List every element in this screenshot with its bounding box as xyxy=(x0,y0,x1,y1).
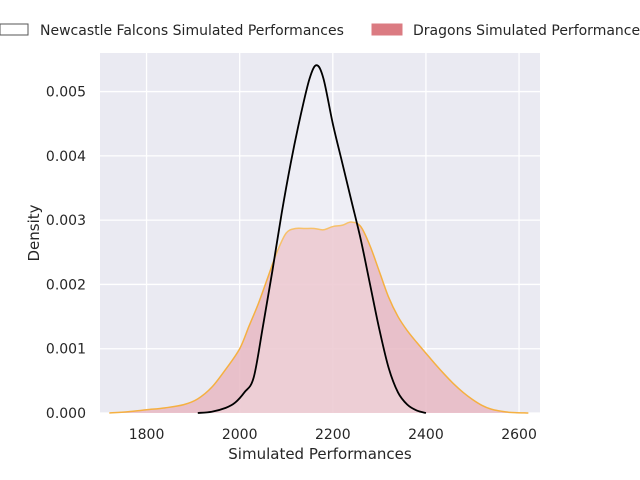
dragons-density-fill xyxy=(109,222,529,413)
legend-swatch-dragons xyxy=(371,23,403,36)
y-tick-label: 0.002 xyxy=(46,277,86,293)
y-tick-label: 0.001 xyxy=(46,342,86,358)
y-tick-label: 0.000 xyxy=(46,406,86,422)
y-tick-label: 0.004 xyxy=(46,149,86,165)
y-axis-label: Density xyxy=(25,204,43,261)
legend-swatch-newcastle-falcons xyxy=(0,23,29,36)
series-layer xyxy=(109,64,529,414)
dragons-density-line xyxy=(109,221,529,414)
newcastle-density-fill xyxy=(197,65,426,414)
y-tick-label: 0.005 xyxy=(46,85,86,101)
x-tick-label: 2600 xyxy=(501,427,537,443)
newcastle-density-line xyxy=(197,64,427,414)
x-tick-label: 2200 xyxy=(315,427,351,443)
x-tick-label: 1800 xyxy=(129,427,165,443)
tick-labels: 1800 2000 2200 2400 2600 0.000 0.001 0.002 0.003… xyxy=(46,85,537,443)
legend-label-dragons: Dragons Simulated Performances xyxy=(413,23,640,39)
x-axis-label: Simulated Performances xyxy=(228,445,412,463)
x-tick-label: 2000 xyxy=(222,427,258,443)
legend: Newcastle Falcons Simulated Performances… xyxy=(0,23,640,39)
y-tick-label: 0.003 xyxy=(46,213,86,229)
legend-label-newcastle-falcons: Newcastle Falcons Simulated Performances xyxy=(40,23,344,39)
x-tick-label: 2400 xyxy=(408,427,444,443)
